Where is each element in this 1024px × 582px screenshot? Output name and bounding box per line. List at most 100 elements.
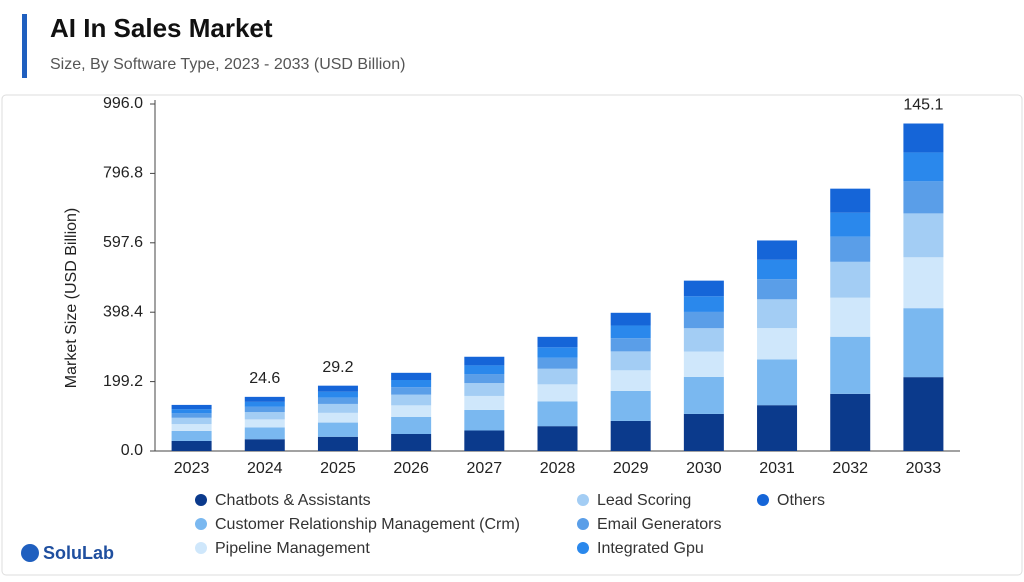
bar-segment (464, 430, 505, 451)
legend-label: Pipeline Management (215, 540, 370, 557)
x-tick-label: 2031 (759, 460, 795, 477)
bar-segment (171, 440, 212, 451)
y-tick-label: 597.6 (103, 234, 143, 251)
legend-swatch (577, 542, 589, 554)
chart-title: AI In Sales Market (50, 13, 273, 43)
bar-segment (537, 401, 578, 427)
bar-segment (464, 395, 505, 410)
y-tick-label: 398.4 (103, 303, 143, 320)
x-tick-label: 2032 (832, 460, 868, 477)
y-tick-label: 199.2 (103, 373, 143, 390)
bar-segment (757, 299, 798, 329)
bar-segment (683, 280, 724, 297)
bar-segment (683, 376, 724, 414)
bar-segment (317, 436, 358, 451)
annotation: 145.1 (903, 97, 943, 114)
legend-label: Integrated Gpu (597, 540, 704, 557)
bar-segment (610, 338, 651, 352)
y-tick-label: 796.8 (103, 165, 143, 182)
bar-segment (391, 379, 432, 388)
bar-segment (903, 213, 944, 258)
x-tick-label: 2033 (906, 460, 942, 477)
legend-label: Lead Scoring (597, 492, 691, 509)
panel (1, 94, 1023, 576)
bar-segment (537, 368, 578, 385)
bar-segment (317, 397, 358, 404)
legend-swatch (577, 518, 589, 530)
bar-segment (464, 365, 505, 375)
x-tick-label: 2023 (174, 460, 210, 477)
bar-segment (391, 405, 432, 417)
bar-segment (757, 405, 798, 451)
bar-segment (537, 347, 578, 358)
y-axis-label: Market Size (USD Billion) (63, 208, 80, 388)
x-tick-label: 2025 (320, 460, 356, 477)
bar-segment (171, 409, 212, 414)
bar-segment (610, 351, 651, 371)
bar-segment (391, 372, 432, 380)
bar-segment (317, 391, 358, 398)
bar-segment (903, 181, 944, 214)
bar-segment (830, 188, 871, 213)
x-tick-label: 2028 (540, 460, 576, 477)
bar-segment (610, 312, 651, 326)
bar-segment (244, 419, 285, 428)
bar-segment (830, 261, 871, 298)
bar-segment (391, 387, 432, 395)
bar-segment (830, 336, 871, 394)
y-tick-label: 0.0 (121, 442, 143, 459)
chart-subtitle: Size, By Software Type, 2023 - 2033 (USD… (50, 56, 405, 73)
x-tick-label: 2030 (686, 460, 722, 477)
bar-segment (683, 296, 724, 312)
x-tick-label: 2029 (613, 460, 649, 477)
legend-swatch (195, 494, 207, 506)
legend-label: Chatbots & Assistants (215, 492, 371, 509)
logo-text: SoluLab (43, 543, 114, 563)
legend-swatch (195, 542, 207, 554)
legend-swatch (757, 494, 769, 506)
bar-segment (244, 427, 285, 440)
bar-segment (464, 374, 505, 384)
bar-segment (537, 384, 578, 402)
bar-segment (757, 240, 798, 260)
bar-segment (903, 377, 944, 451)
bar-segment (537, 357, 578, 369)
bar-segment (903, 123, 944, 153)
logo: SoluLab (21, 543, 114, 563)
bar-segment (464, 409, 505, 431)
annotation: 24.6 (249, 370, 280, 387)
bar-segment (391, 416, 432, 434)
bar-segment (903, 308, 944, 378)
bar-segment (171, 424, 212, 431)
bar-segment (171, 413, 212, 418)
bar-segment (610, 370, 651, 391)
bar-segment (391, 433, 432, 451)
bar-segment (244, 412, 285, 420)
bar-segment (537, 336, 578, 348)
bar-segment (683, 413, 724, 451)
bar-segment (317, 403, 358, 413)
bar-segment (537, 426, 578, 451)
bar-segment (610, 325, 651, 339)
bar-segment (244, 396, 285, 402)
bar-segment (903, 257, 944, 309)
bar-segment (317, 422, 358, 437)
bar-segment (757, 328, 798, 360)
bar-segment (244, 406, 285, 413)
bar-segment (244, 401, 285, 407)
bar-segment (830, 212, 871, 237)
bar-segment (317, 385, 358, 392)
annotation: 29.2 (322, 359, 353, 376)
logo-icon (21, 544, 39, 562)
bar-segment (683, 351, 724, 377)
bar-segment (317, 412, 358, 423)
bar-segment (830, 393, 871, 451)
bar-segment (391, 394, 432, 406)
bar-segment (757, 359, 798, 406)
bar-segment (830, 297, 871, 337)
legend-swatch (577, 494, 589, 506)
legend-label: Others (777, 492, 825, 509)
